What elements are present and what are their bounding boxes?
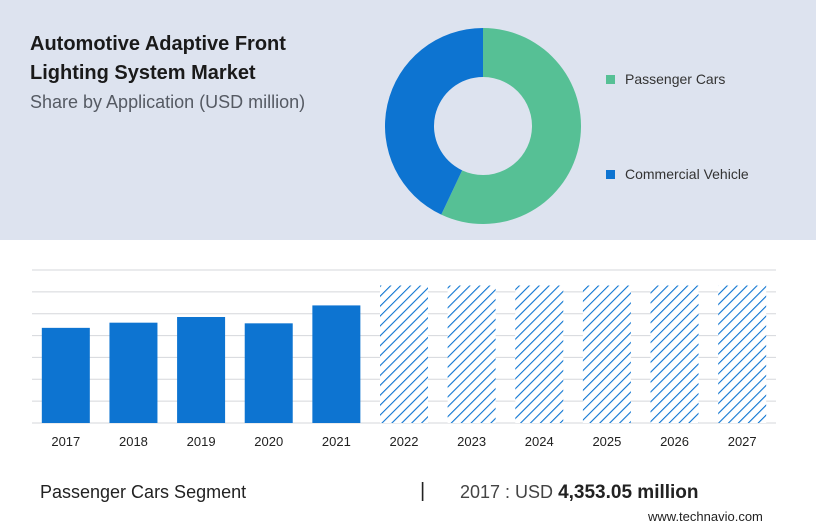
segment-label: Passenger Cars Segment xyxy=(40,482,247,502)
donut-slice-commercial-vehicle xyxy=(385,28,483,215)
x-tick-label: 2027 xyxy=(728,434,757,449)
segment-value: 2017 : USD 4,353.05 million xyxy=(460,482,699,504)
chart-title: Automotive Adaptive Front Lighting Syste… xyxy=(30,33,286,84)
bar-2023 xyxy=(447,285,496,423)
x-tick-label: 2024 xyxy=(525,434,554,449)
x-tick-label: 2025 xyxy=(592,434,621,449)
chart-subtitle: Share by Application (USD million) xyxy=(30,92,306,112)
bar-2018 xyxy=(109,322,158,423)
bar-2027 xyxy=(718,285,767,423)
footer-divider: | xyxy=(420,480,426,502)
x-tick-label: 2017 xyxy=(51,434,80,449)
legend-item-passenger-cars: Passenger Cars xyxy=(606,71,725,87)
segment-value-amount: 4,353.05 million xyxy=(558,482,699,503)
x-tick-label: 2018 xyxy=(119,434,148,449)
legend-swatch xyxy=(606,169,615,179)
x-tick-label: 2021 xyxy=(322,434,351,449)
bar-2022 xyxy=(380,285,428,423)
donut-slice-passenger-cars xyxy=(441,28,581,224)
x-tick-label: 2023 xyxy=(457,434,486,449)
bar-2020 xyxy=(244,323,293,423)
legend-swatch xyxy=(606,74,615,84)
bar-2019 xyxy=(177,316,226,423)
bar-2021 xyxy=(312,305,361,423)
bar-2025 xyxy=(582,285,631,423)
donut-chart xyxy=(385,28,581,224)
segment-year-text: 2017 : USD xyxy=(460,482,559,502)
brand-url: www.technavio.com xyxy=(648,509,763,524)
bar-2026 xyxy=(650,285,699,423)
legend-label: Commercial Vehicle xyxy=(625,166,749,182)
x-tick-label: 2019 xyxy=(187,434,216,449)
x-tick-label: 2026 xyxy=(660,434,689,449)
legend-item-commercial-vehicle: Commercial Vehicle xyxy=(606,166,749,182)
bar-2017 xyxy=(41,327,90,423)
header-panel: Automotive Adaptive Front Lighting Syste… xyxy=(0,0,816,240)
x-tick-label: 2020 xyxy=(254,434,283,449)
x-tick-label: 2022 xyxy=(390,434,419,449)
bar-chart: 2017 2018 2019 2020 2021 2022 2023 2024 2025 2026… xyxy=(32,269,776,449)
bar-2024 xyxy=(515,285,564,423)
legend-label: Passenger Cars xyxy=(625,71,726,87)
